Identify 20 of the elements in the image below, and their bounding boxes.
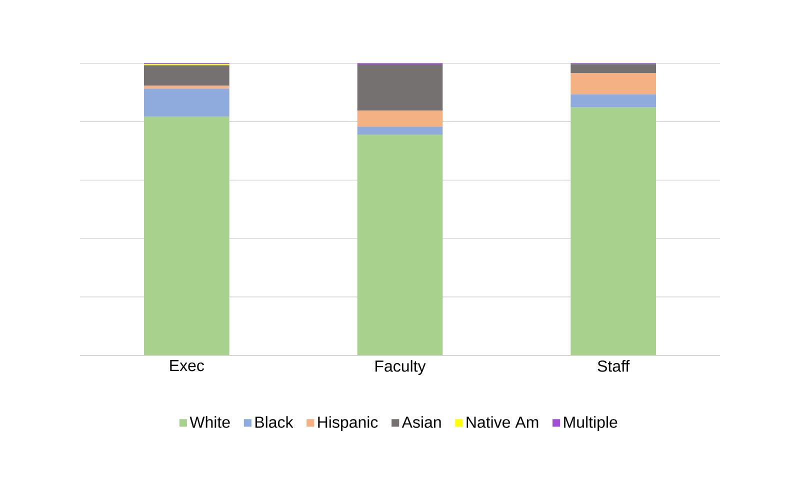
x-tick-label: Staff [598,360,630,372]
bar [570,64,656,74]
bar [357,110,443,127]
bar [357,64,443,111]
legend-label: White [190,416,230,428]
legend-label: Multiple [564,416,618,432]
bar [357,134,443,356]
bar [357,126,443,135]
x-tick-label: Exec [170,360,204,372]
bar [144,116,230,356]
legend-label: Asian [402,416,441,428]
legend-label: Black [255,416,294,428]
legend-label: Native Am [466,416,538,428]
bar [570,107,656,356]
bar [570,94,656,108]
x-tick-label: Faculty [376,360,426,375]
bar [144,88,230,117]
bar [144,65,230,86]
legend-label: Hispanic [318,416,378,432]
bar [570,73,656,94]
